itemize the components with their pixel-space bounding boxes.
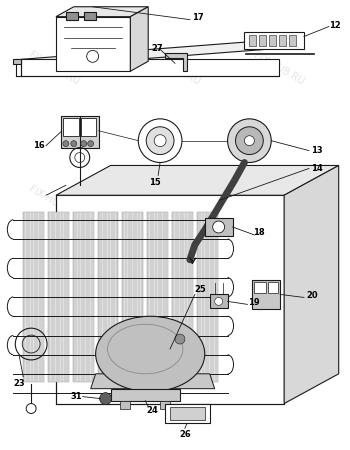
Text: 27: 27	[151, 44, 163, 53]
Text: 31: 31	[71, 392, 83, 401]
Circle shape	[154, 135, 166, 147]
Text: 12: 12	[329, 21, 341, 30]
Circle shape	[63, 141, 69, 147]
Bar	[250, 35, 256, 46]
Circle shape	[100, 393, 112, 405]
Bar	[279, 35, 286, 46]
Circle shape	[244, 136, 254, 146]
Text: 23: 23	[13, 379, 25, 388]
Polygon shape	[56, 7, 148, 17]
Polygon shape	[56, 17, 130, 71]
Bar	[120, 400, 130, 409]
Circle shape	[146, 127, 174, 154]
Bar	[160, 400, 170, 409]
Polygon shape	[21, 40, 304, 66]
Polygon shape	[254, 282, 266, 293]
Bar	[165, 404, 210, 423]
Text: FIX-HUB.RU: FIX-HUB.RU	[27, 50, 80, 87]
Text: 25: 25	[194, 285, 206, 294]
Polygon shape	[147, 212, 168, 382]
Text: FIX-HUB.RU: FIX-HUB.RU	[27, 318, 80, 355]
Bar	[170, 406, 205, 420]
Polygon shape	[56, 195, 284, 404]
Polygon shape	[165, 54, 187, 71]
Polygon shape	[73, 212, 94, 382]
Text: 16: 16	[33, 141, 45, 150]
Circle shape	[87, 50, 99, 62]
Circle shape	[228, 119, 271, 162]
Circle shape	[175, 334, 185, 344]
Circle shape	[88, 141, 94, 147]
Text: 26: 26	[179, 430, 191, 439]
Text: FIX-HUB.RU: FIX-HUB.RU	[252, 50, 306, 87]
Polygon shape	[56, 166, 339, 195]
Text: FIX-HUB.RU: FIX-HUB.RU	[148, 318, 202, 355]
Text: 19: 19	[247, 298, 259, 307]
Bar	[289, 35, 296, 46]
Polygon shape	[23, 212, 44, 382]
Text: FIX-HUB.RU: FIX-HUB.RU	[27, 184, 80, 221]
Polygon shape	[63, 118, 79, 136]
Text: FIX-HUB.RU: FIX-HUB.RU	[252, 318, 306, 355]
Polygon shape	[268, 282, 278, 293]
Text: 13: 13	[311, 146, 323, 155]
Text: FIX-HUB.RU: FIX-HUB.RU	[148, 184, 202, 221]
Bar	[66, 12, 78, 20]
Bar	[269, 35, 276, 46]
Circle shape	[71, 141, 77, 147]
Circle shape	[81, 141, 87, 147]
Text: 20: 20	[306, 291, 318, 300]
Polygon shape	[197, 212, 218, 382]
Text: 17: 17	[192, 13, 204, 22]
Text: 18: 18	[253, 229, 265, 238]
Ellipse shape	[96, 316, 205, 392]
Polygon shape	[252, 279, 280, 309]
Bar	[210, 294, 228, 308]
Bar	[84, 12, 96, 20]
Polygon shape	[81, 118, 96, 136]
Polygon shape	[61, 116, 99, 148]
Circle shape	[213, 221, 225, 233]
Polygon shape	[91, 374, 215, 389]
Text: 24: 24	[146, 406, 158, 415]
Polygon shape	[48, 212, 69, 382]
Bar	[13, 59, 21, 64]
Polygon shape	[98, 212, 118, 382]
Circle shape	[26, 404, 36, 414]
Bar	[111, 389, 180, 400]
Text: FIX-HUB.RU: FIX-HUB.RU	[148, 50, 202, 87]
Polygon shape	[205, 218, 232, 236]
Polygon shape	[284, 166, 339, 404]
Polygon shape	[122, 212, 143, 382]
Circle shape	[236, 127, 263, 154]
Bar	[259, 35, 266, 46]
Text: FIX-HUB.RU: FIX-HUB.RU	[252, 184, 306, 221]
Polygon shape	[21, 59, 279, 76]
Circle shape	[138, 119, 182, 162]
Text: 14: 14	[311, 164, 323, 173]
Circle shape	[215, 297, 223, 306]
Polygon shape	[172, 212, 193, 382]
Text: 15: 15	[149, 178, 161, 187]
Bar	[244, 32, 304, 50]
Polygon shape	[130, 7, 148, 71]
